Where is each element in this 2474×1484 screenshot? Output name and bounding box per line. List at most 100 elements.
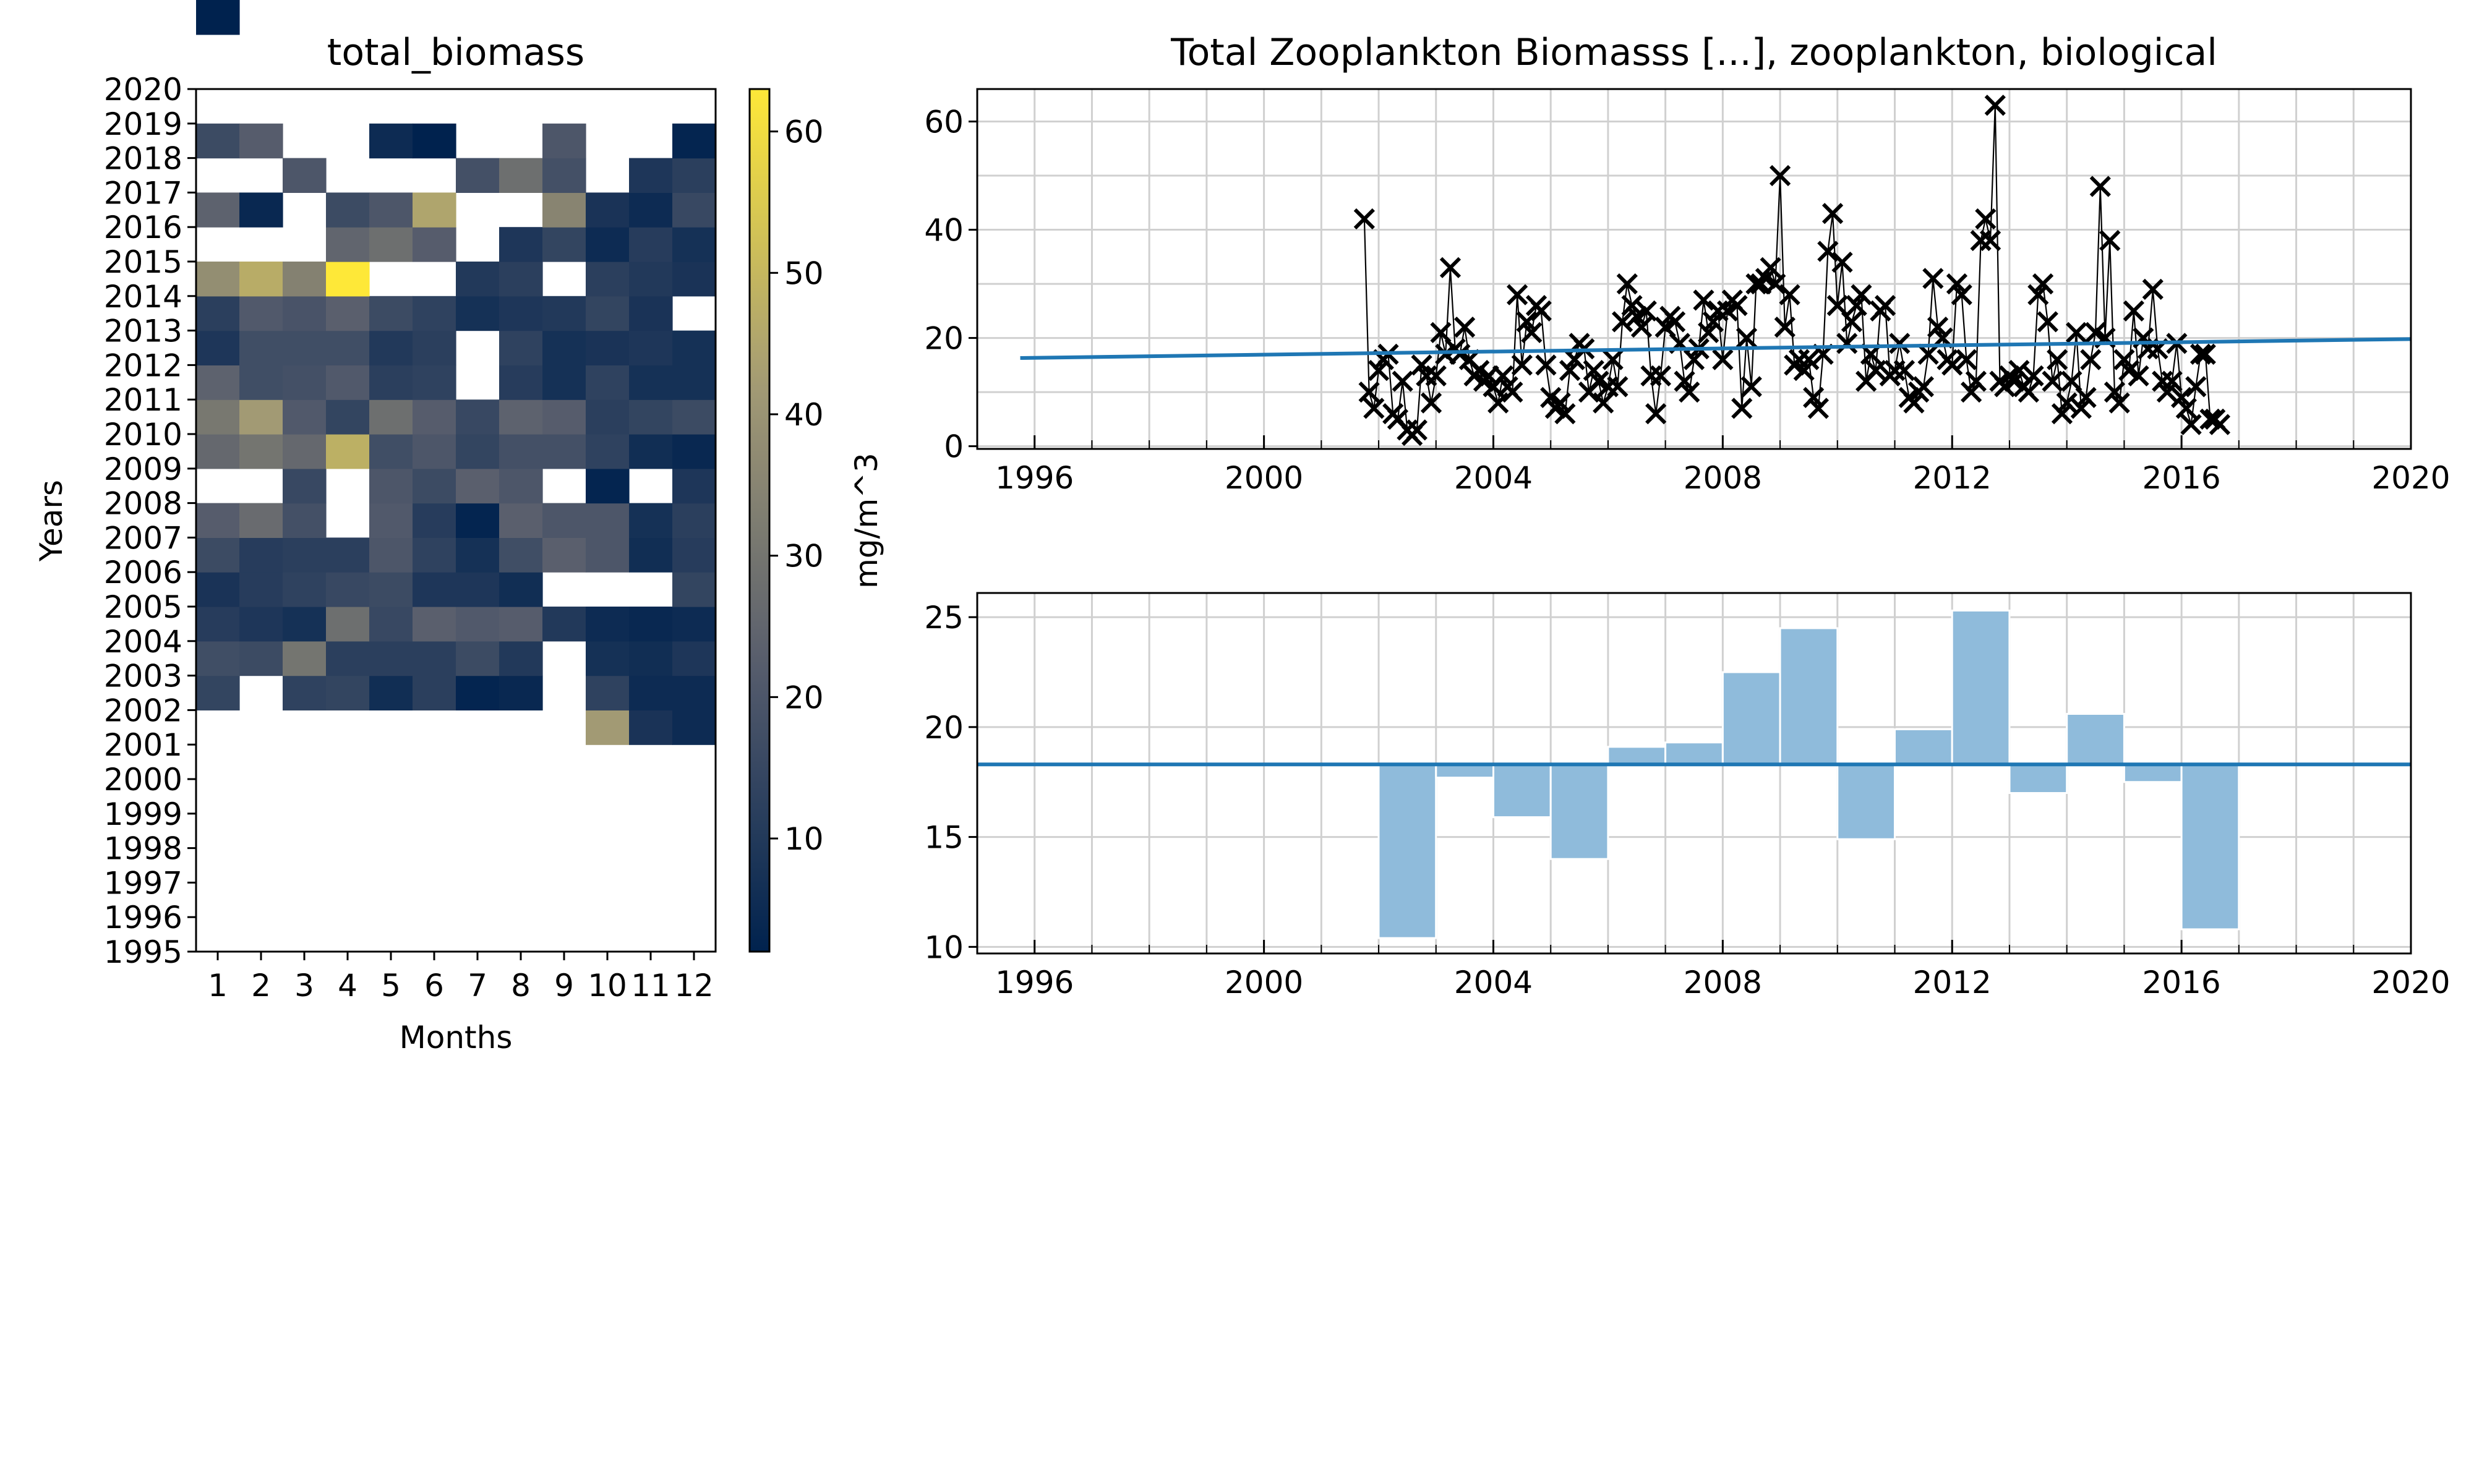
heatmap-cell: [369, 296, 413, 331]
heatmap-y-tick-label: 2005: [104, 589, 182, 625]
heatmap-cell: [413, 607, 456, 642]
timeseries-point: [1616, 273, 1638, 295]
heatmap-cell: [196, 607, 240, 642]
heatmap-cell: [196, 503, 240, 538]
bar-ticks: 1996 2000 2004 2008 2012 2016 2020 10 15 20 25: [924, 600, 2450, 1000]
heatmap-cell: [672, 330, 716, 365]
heatmap-cell: [672, 158, 716, 193]
timeseries-point: [1630, 316, 1653, 338]
timeseries-point: [2089, 176, 2111, 197]
heatmap-cell: [629, 227, 673, 262]
heatmap-cells: [196, 0, 716, 745]
heatmap-cell: [456, 675, 500, 710]
timeseries-point: [2066, 322, 2087, 343]
timeseries-point: [1511, 354, 1533, 376]
timeseries-point: [2104, 381, 2126, 403]
timeseries-x-tick-label: 2000: [1225, 460, 1303, 496]
heatmap-cell: [672, 710, 716, 745]
heatmap-y-tick-label: 2014: [104, 279, 182, 315]
timeseries-point: [2047, 349, 2068, 370]
heatmap-cell: [456, 158, 500, 193]
heatmap-cell: [542, 607, 586, 642]
heatmap-cell: [586, 192, 630, 228]
heatmap-cell: [499, 675, 543, 710]
timeseries-grid: [977, 89, 2412, 449]
heatmap-cell: [413, 503, 456, 538]
heatmap-cell: [586, 641, 630, 676]
heatmap-cell: [542, 123, 586, 159]
timeseries-point: [1740, 376, 1762, 398]
timeseries-point: [2170, 386, 2193, 408]
bar-marks: [1377, 609, 2240, 939]
timeseries-point: [2075, 386, 2097, 408]
timeseries-point: [1760, 257, 1781, 278]
timeseries-point: [1406, 419, 1427, 441]
timeseries-point: [2189, 343, 2212, 365]
annual-bar-panel: 1996 2000 2004 2008 2012 2016 2020 10 15 20 25: [924, 592, 2450, 1000]
bar-frame: [976, 592, 2412, 955]
timeseries-x-tick-label: 2020: [2371, 460, 2450, 496]
heatmap-cell: [239, 434, 283, 469]
timeseries-point: [1927, 316, 1949, 338]
heatmap-cell: [239, 296, 283, 331]
heatmap-cell: [413, 434, 456, 469]
heatmap-cell: [413, 365, 456, 400]
timeseries-point: [2175, 398, 2197, 419]
heatmap-cell: [629, 192, 673, 228]
timeseries-point: [1621, 294, 1643, 317]
timeseries-x-tick-label: 1996: [995, 460, 1074, 496]
timeseries-point: [1946, 273, 1968, 295]
heatmap-y-tick-label: 1999: [104, 796, 182, 832]
heatmap-cell: [672, 262, 716, 297]
timeseries-point: [1821, 203, 1844, 224]
heatmap-cell: [542, 330, 586, 365]
bar-2008: [1721, 671, 1781, 765]
heatmap-cell: [239, 607, 283, 642]
heatmap-x-tick-label: 9: [554, 968, 574, 1004]
heatmap-cell: [413, 572, 456, 607]
heatmap-cell: [239, 503, 283, 538]
heatmap-cell: [499, 262, 543, 297]
heatmap-x-tick-label: 1: [208, 968, 228, 1004]
heatmap-cell: [456, 503, 500, 538]
heatmap-cell: [672, 572, 716, 607]
heatmap-cell: [586, 607, 630, 642]
heatmap-cell: [326, 399, 370, 435]
timeseries-point: [2123, 300, 2144, 322]
heatmap-cell: [456, 434, 500, 469]
heatmap-cell: [326, 365, 370, 400]
heatmap-cell: [499, 158, 543, 193]
heatmap-cell: [413, 675, 456, 710]
heatmap-cell: [499, 365, 543, 400]
timeseries-point: [1535, 354, 1557, 376]
heatmap-cell: [672, 399, 716, 435]
heatmap-cell: [369, 607, 413, 642]
heatmap-cell: [369, 192, 413, 228]
timeseries-point: [1941, 354, 1963, 376]
timeseries-point: [2070, 398, 2092, 419]
timeseries-point: [1836, 333, 1858, 354]
heatmap-cell: [542, 434, 586, 469]
heatmap-cell: [456, 641, 500, 676]
heatmap-y-tick-label: 2015: [104, 244, 182, 280]
heatmap-cell: [629, 503, 673, 538]
heatmap-y-tick-label: 1995: [104, 934, 182, 970]
heatmap-cell: [196, 296, 240, 331]
colorbar-tick-label: 10: [784, 821, 824, 857]
timeseries-point: [1865, 359, 1886, 382]
timeseries-point: [2022, 365, 2044, 386]
timeseries-point: [1353, 208, 1375, 230]
timeseries-point: [1368, 359, 1390, 382]
heatmap-cell: [283, 434, 327, 469]
bar-2015: [2123, 763, 2183, 783]
heatmap-cell: [413, 468, 456, 504]
heatmap-cell: [542, 537, 586, 573]
timeseries-point: [1975, 208, 1997, 230]
colorbar-ticks: 10 20 30 40 50 60: [769, 114, 824, 857]
heatmap-cell: [586, 503, 630, 538]
timeseries-x-tick-label: 2016: [2142, 460, 2220, 496]
timeseries-point: [1769, 164, 1791, 187]
heatmap-cell: [413, 192, 456, 228]
timeseries-point: [1416, 365, 1437, 386]
timeseries-point: [1363, 398, 1385, 419]
